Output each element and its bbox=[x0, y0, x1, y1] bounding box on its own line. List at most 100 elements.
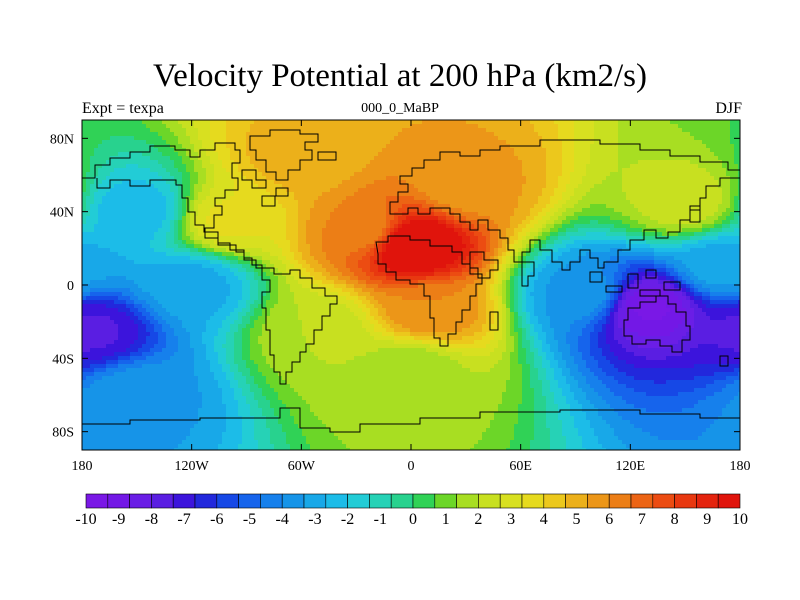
field-cell bbox=[402, 164, 407, 169]
field-cell bbox=[258, 192, 263, 197]
field-cell bbox=[694, 160, 699, 165]
field-cell bbox=[130, 128, 135, 133]
field-cell bbox=[582, 196, 587, 201]
field-cell bbox=[626, 172, 631, 177]
field-cell bbox=[410, 208, 415, 213]
field-cell bbox=[146, 128, 151, 133]
field-cell bbox=[238, 136, 243, 141]
field-cell bbox=[602, 176, 607, 181]
field-cell bbox=[338, 212, 343, 217]
field-cell bbox=[658, 164, 663, 169]
field-cell bbox=[398, 220, 403, 225]
field-cell bbox=[546, 128, 551, 133]
field-cell bbox=[362, 172, 367, 177]
field-cell bbox=[258, 184, 263, 189]
field-cell bbox=[674, 160, 679, 165]
field-cell bbox=[438, 220, 443, 225]
field-cell bbox=[538, 184, 543, 189]
field-cell bbox=[206, 176, 211, 181]
field-cell bbox=[546, 144, 551, 149]
field-cell bbox=[206, 140, 211, 145]
field-cell bbox=[438, 128, 443, 133]
field-cell bbox=[562, 120, 567, 125]
field-cell bbox=[626, 192, 631, 197]
field-cell bbox=[442, 204, 447, 209]
field-cell bbox=[106, 224, 111, 229]
field-cell bbox=[126, 176, 131, 181]
field-cell bbox=[498, 216, 503, 221]
field-cell bbox=[294, 204, 299, 209]
field-cell bbox=[222, 228, 227, 233]
field-cell bbox=[106, 188, 111, 193]
field-cell bbox=[570, 124, 575, 129]
field-cell bbox=[262, 192, 267, 197]
field-cell bbox=[98, 132, 103, 137]
field-cell bbox=[318, 176, 323, 181]
field-cell bbox=[294, 132, 299, 137]
field-cell bbox=[306, 164, 311, 169]
field-cell bbox=[214, 152, 219, 157]
field-cell bbox=[354, 204, 359, 209]
field-cell bbox=[418, 128, 423, 133]
field-cell bbox=[690, 236, 695, 241]
field-cell bbox=[650, 196, 655, 201]
field-cell bbox=[230, 224, 235, 229]
field-cell bbox=[186, 160, 191, 165]
field-cell bbox=[490, 124, 495, 129]
field-cell bbox=[354, 144, 359, 149]
field-cell bbox=[186, 224, 191, 229]
field-cell bbox=[86, 156, 91, 161]
field-cell bbox=[554, 156, 559, 161]
field-cell bbox=[614, 224, 619, 229]
field-cell bbox=[206, 240, 211, 245]
field-cell bbox=[542, 200, 547, 205]
field-cell bbox=[638, 236, 643, 241]
field-cell bbox=[594, 236, 599, 241]
field-cell bbox=[626, 236, 631, 241]
field-cell bbox=[346, 124, 351, 129]
field-cell bbox=[202, 136, 207, 141]
field-cell bbox=[310, 220, 315, 225]
field-cell bbox=[514, 224, 519, 229]
field-cell bbox=[702, 188, 707, 193]
field-cell bbox=[98, 180, 103, 185]
field-cell bbox=[342, 172, 347, 177]
field-cell bbox=[118, 236, 123, 241]
field-cell bbox=[150, 176, 155, 181]
field-cell bbox=[382, 196, 387, 201]
field-cell bbox=[546, 236, 551, 241]
field-cell bbox=[210, 120, 215, 125]
field-cell bbox=[542, 132, 547, 137]
field-cell bbox=[410, 136, 415, 141]
field-cell bbox=[434, 196, 439, 201]
field-cell bbox=[346, 152, 351, 157]
field-cell bbox=[534, 204, 539, 209]
field-cell bbox=[222, 236, 227, 241]
field-cell bbox=[630, 200, 635, 205]
field-cell bbox=[706, 204, 711, 209]
field-cell bbox=[314, 180, 319, 185]
field-cell bbox=[538, 192, 543, 197]
field-cell bbox=[226, 204, 231, 209]
field-cell bbox=[610, 192, 615, 197]
field-cell bbox=[382, 204, 387, 209]
field-cell bbox=[538, 220, 543, 225]
field-cell bbox=[118, 124, 123, 129]
field-cell bbox=[470, 152, 475, 157]
field-cell bbox=[170, 240, 175, 245]
field-cell bbox=[430, 136, 435, 141]
field-cell bbox=[590, 132, 595, 137]
field-cell bbox=[714, 200, 719, 205]
field-cell bbox=[254, 140, 259, 145]
field-cell bbox=[254, 220, 259, 225]
field-cell bbox=[254, 132, 259, 137]
field-cell bbox=[402, 176, 407, 181]
field-cell bbox=[606, 220, 611, 225]
field-cell bbox=[442, 132, 447, 137]
field-cell bbox=[430, 192, 435, 197]
field-cell bbox=[426, 196, 431, 201]
field-cell bbox=[534, 164, 539, 169]
field-cell bbox=[114, 212, 119, 217]
field-cell bbox=[510, 232, 515, 237]
field-cell bbox=[162, 136, 167, 141]
